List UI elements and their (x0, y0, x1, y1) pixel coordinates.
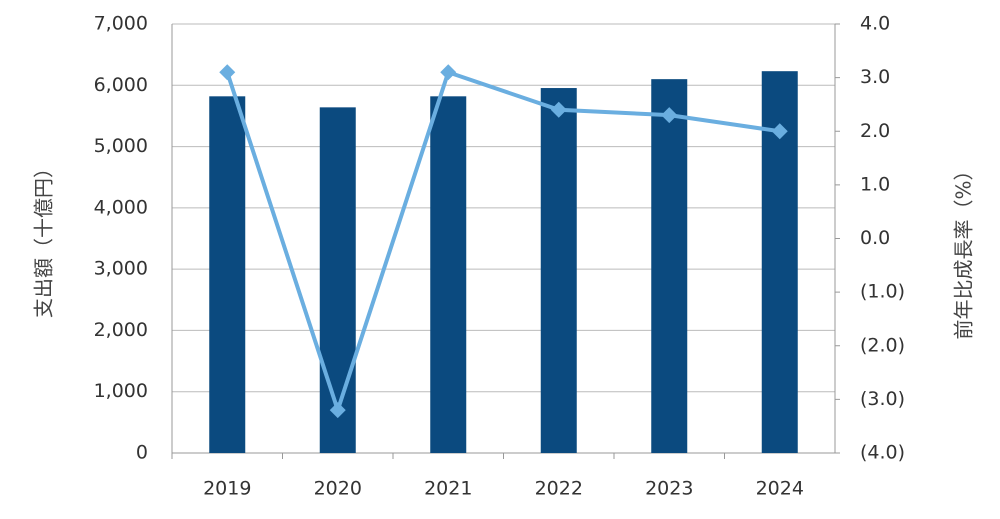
bar (651, 79, 688, 454)
bar (209, 96, 246, 454)
y2-tick-label: (1.0) (860, 281, 905, 303)
x-tick-label: 2024 (756, 478, 804, 500)
marker (550, 101, 567, 118)
bar (319, 107, 356, 453)
y2-tick-label: 2.0 (860, 120, 890, 142)
x-tick-label: 2022 (535, 478, 583, 500)
y-tick-label: 5,000 (94, 135, 148, 157)
y-tick-label: 0 (136, 442, 148, 464)
y-tick-label: 3,000 (94, 258, 148, 280)
y-tick-label: 4,000 (94, 196, 148, 218)
y2-tick-label: 3.0 (860, 66, 890, 88)
x-tick-label: 2023 (645, 478, 693, 500)
marker (440, 64, 457, 81)
y2-tick-label: 0.0 (860, 227, 890, 249)
marker (771, 123, 788, 140)
y-tick-label: 7,000 (94, 13, 148, 35)
y2-tick-label: (4.0) (860, 442, 905, 464)
line (225, 69, 781, 417)
marker (219, 64, 236, 81)
bar (540, 88, 577, 453)
y2-tick-label: 1.0 (860, 173, 890, 195)
y-tick-label: 2,000 (94, 319, 148, 341)
y2-tick-label: (2.0) (860, 334, 905, 356)
x-tick-label: 2021 (424, 478, 472, 500)
x-tick-label: 2019 (203, 478, 251, 500)
marker (329, 402, 346, 419)
bar (430, 96, 467, 454)
y2-tick-label: 4.0 (860, 13, 890, 35)
marker (661, 107, 678, 124)
y-tick-label: 1,000 (94, 380, 148, 402)
y2-tick-label: (3.0) (860, 388, 905, 410)
y-axis-title: 支出額（十億円） (32, 158, 56, 318)
y-tick-label: 6,000 (94, 74, 148, 96)
y2-axis-title: 前年比成長率（%） (952, 160, 976, 339)
x-tick-label: 2020 (314, 478, 362, 500)
